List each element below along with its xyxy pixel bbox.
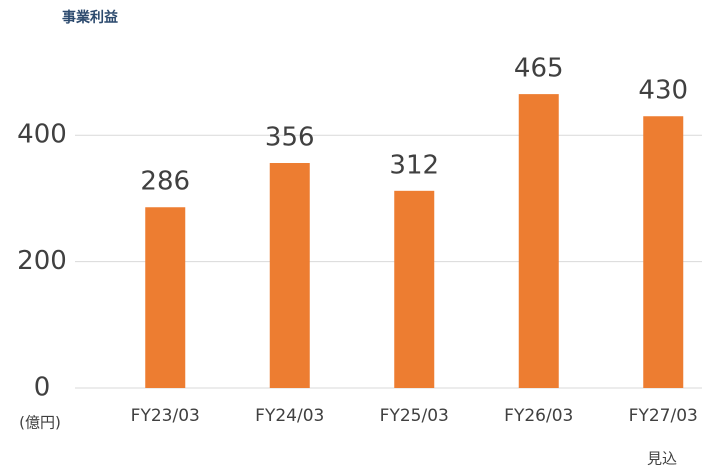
x-tick-label: FY26/03 [504, 406, 573, 426]
bar [145, 207, 186, 388]
y-tick-label: 400 [17, 120, 67, 150]
y-tick-label: 200 [17, 246, 67, 276]
bar [269, 163, 310, 388]
data-label: 465 [514, 54, 564, 84]
bar [518, 94, 559, 389]
data-label: 356 [265, 123, 315, 153]
data-label: 286 [140, 167, 190, 197]
x-tick-label: FY27/03 [629, 406, 698, 426]
data-label: 312 [389, 150, 439, 180]
bar [643, 116, 684, 389]
y-tick-label: 0 [34, 373, 51, 403]
x-tick-label: FY23/03 [131, 406, 200, 426]
y-unit: (億円) [19, 414, 61, 432]
bar [394, 190, 435, 388]
x-tick-label: FY24/03 [255, 406, 324, 426]
x-tick-label: FY25/03 [380, 406, 449, 426]
data-label: 430 [638, 76, 688, 106]
annotation: 見込 [647, 450, 677, 468]
chart-title: 事業利益 [62, 9, 118, 26]
